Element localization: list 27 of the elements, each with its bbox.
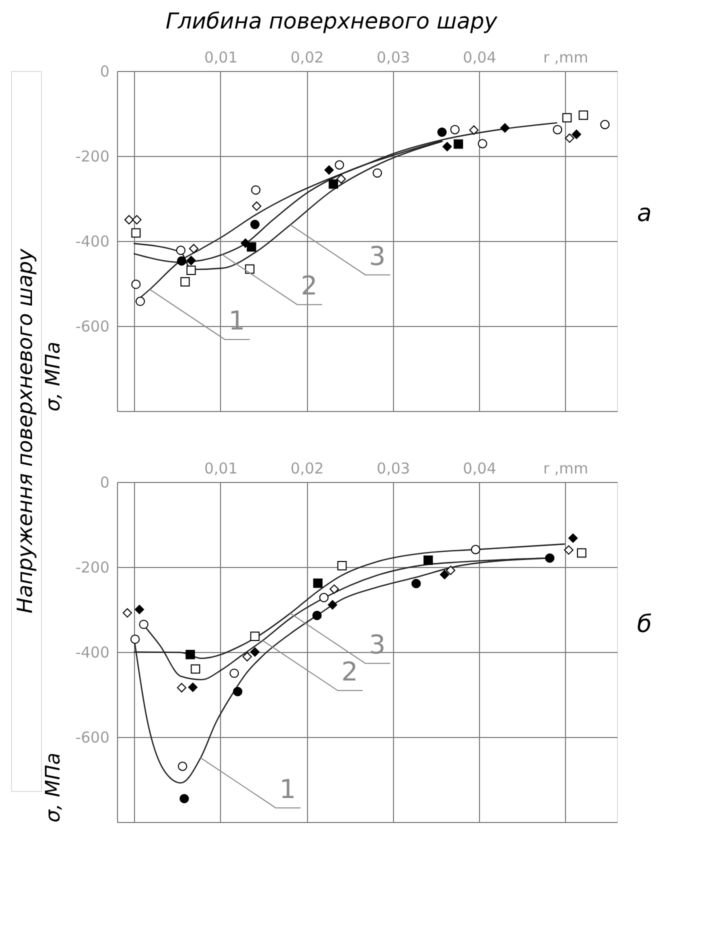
y-tick-label: 0 (100, 62, 110, 80)
y-tick-label: -400 (75, 232, 110, 250)
annotation: 3 (369, 242, 386, 272)
x-tick-label: 0,03 (376, 460, 410, 478)
y-tick-label: -200 (75, 148, 110, 166)
x-tick-label: 0,04 (462, 460, 496, 478)
x-tick-label: 0,03 (376, 48, 410, 66)
y-tick-label: -600 (75, 318, 110, 336)
y-axis-title: σ, МПа (40, 342, 64, 412)
x-tick-label: 0,02 (290, 460, 324, 478)
y-tick-label: -600 (75, 728, 110, 746)
y-tick-label: 0 (100, 474, 110, 492)
x-tick-label: r ,mm (543, 460, 588, 478)
x-tick-label: 0,04 (462, 48, 496, 66)
y-axis-title: σ, МПа (40, 752, 64, 822)
x-tick-label: 0,01 (204, 460, 238, 478)
x-tick-label: r ,mm (543, 48, 588, 66)
chart-title: Глибина поверхневого шару (166, 10, 498, 34)
x-tick-label: 0,02 (290, 48, 324, 66)
annotation: 2 (341, 658, 358, 688)
x-tick-label: 0,01 (204, 48, 238, 66)
y-tick-label: -200 (75, 558, 110, 576)
text: б (637, 610, 652, 638)
text: Напруження поверхневого шару (13, 248, 37, 614)
annotation: 1 (279, 774, 296, 805)
y-tick-label: -400 (75, 644, 110, 662)
text: а (637, 198, 652, 227)
